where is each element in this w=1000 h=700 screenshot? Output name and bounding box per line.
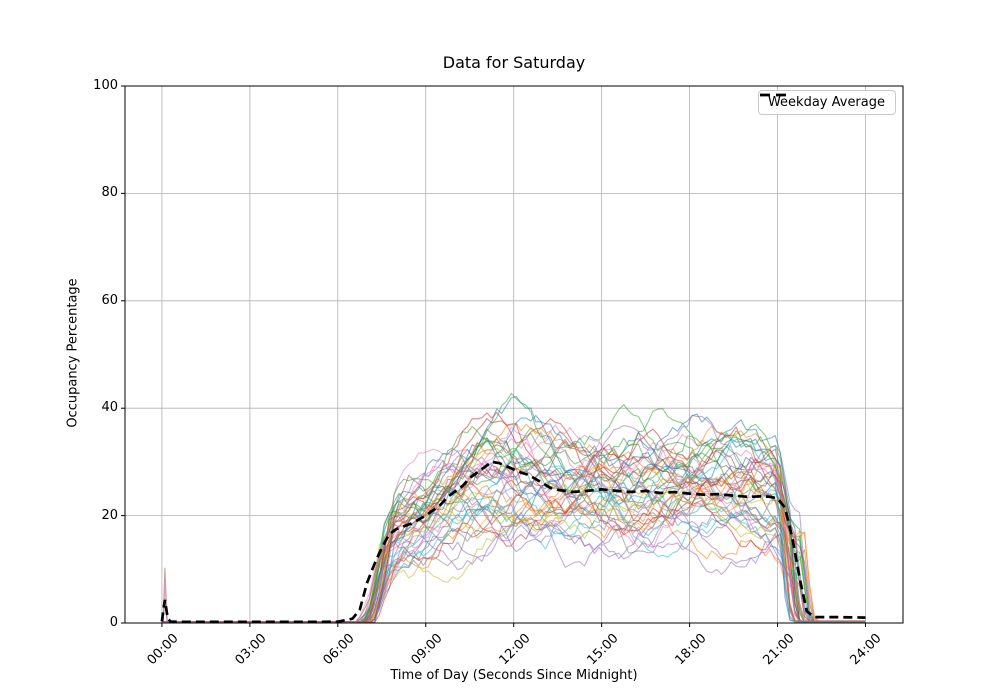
day-traces (161, 392, 866, 623)
x-axis-label: Time of Day (Seconds Since Midnight) (390, 668, 638, 683)
tick-marks (121, 85, 866, 627)
chart-title: Data for Saturday (442, 53, 586, 72)
y-tick-label: 80 (101, 185, 118, 201)
y-tick-label: 0 (109, 615, 118, 630)
day-trace-line (161, 482, 866, 623)
weekday-average-line (160, 460, 866, 623)
y-tick-label: 20 (101, 507, 118, 523)
y-tick-label: 60 (101, 292, 118, 308)
legend-dashed-line-icon (759, 93, 792, 97)
legend-label: Weekday Average (767, 95, 885, 110)
grid-lines (125, 85, 903, 624)
y-tick-label: 100 (93, 78, 118, 93)
legend: Weekday Average (757, 90, 896, 115)
y-tick-label: 40 (101, 400, 118, 416)
